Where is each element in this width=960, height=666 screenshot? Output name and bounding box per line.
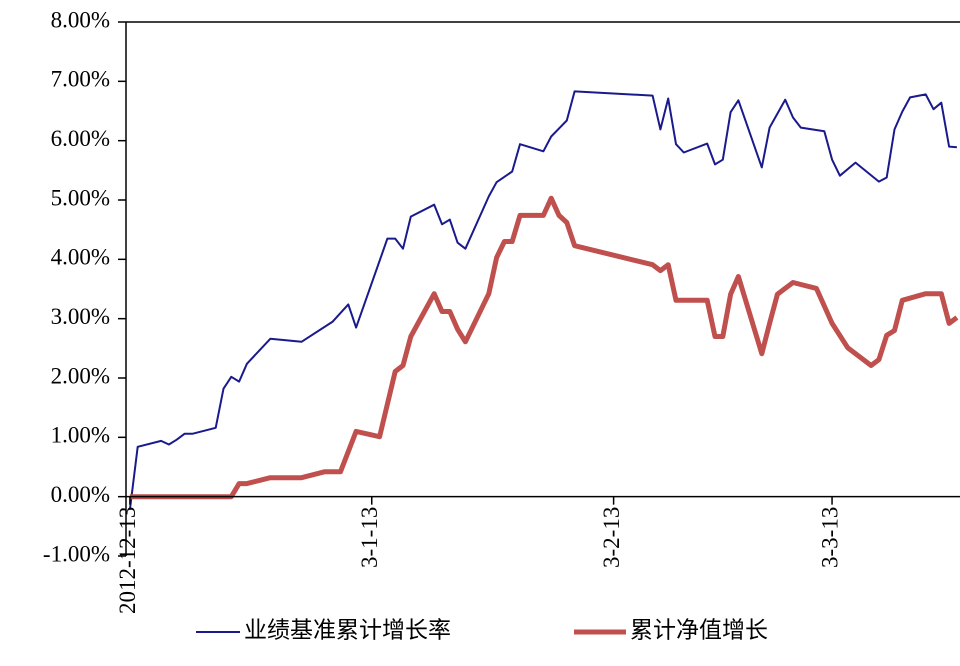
y-tick-label: 2.00% — [51, 363, 110, 388]
y-tick-label: 8.00% — [51, 7, 110, 32]
legend-label: 累计净值增长 — [630, 617, 768, 642]
plot-area — [128, 90, 959, 510]
y-tick-label: 3.00% — [51, 304, 110, 329]
x-tick-label: 3-3-13 — [817, 507, 842, 568]
y-tick-label: 1.00% — [51, 423, 110, 448]
y-tick-label: 6.00% — [51, 126, 110, 151]
y-tick-label: 7.00% — [51, 67, 110, 92]
x-tick-label: 3-1-13 — [357, 507, 382, 568]
legend-label: 业绩基准累计增长率 — [244, 617, 451, 642]
y-tick-label: -1.00% — [43, 541, 110, 566]
y-tick-label: 0.00% — [51, 482, 110, 507]
y-tick-label: 4.00% — [51, 245, 110, 270]
series-line — [129, 195, 959, 500]
y-tick-label: 5.00% — [51, 185, 110, 210]
x-tick-label: 3-2-13 — [599, 507, 624, 568]
x-tick-label: 2012-12-13 — [115, 507, 140, 614]
series-line — [128, 90, 957, 510]
